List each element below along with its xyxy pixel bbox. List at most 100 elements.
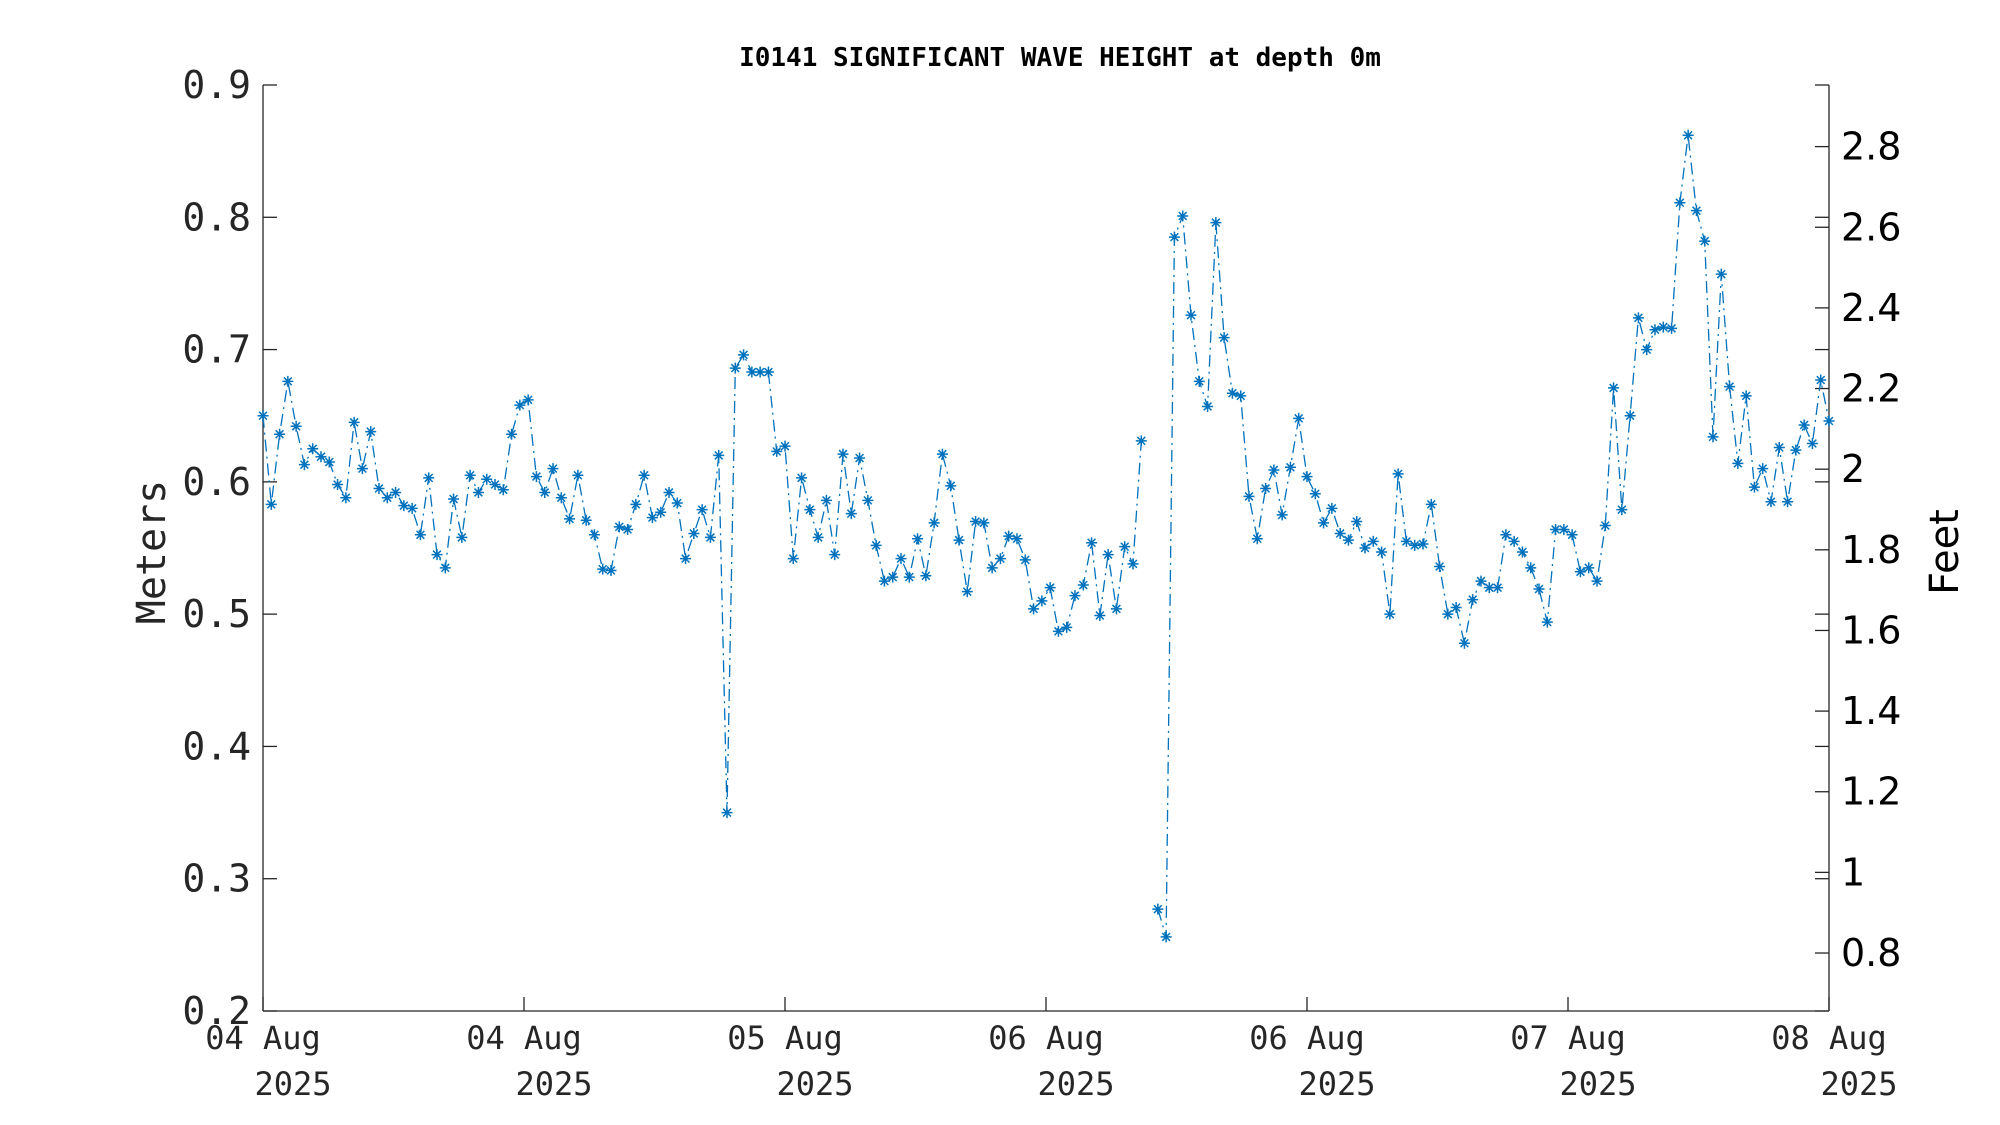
data-point	[605, 564, 617, 576]
data-point	[1500, 529, 1512, 541]
data-point	[307, 443, 319, 455]
data-point	[315, 451, 327, 463]
data-point	[1160, 931, 1172, 943]
data-point	[1583, 562, 1595, 574]
data-point	[1740, 390, 1752, 402]
right-tick-label: 2.4	[1841, 286, 1901, 330]
data-point	[1135, 435, 1147, 447]
data-point	[514, 399, 526, 411]
data-point	[970, 516, 982, 528]
data-point	[1632, 312, 1644, 324]
data-point	[506, 428, 518, 440]
data-point	[994, 553, 1006, 565]
data-point	[1044, 582, 1056, 594]
data-point	[1069, 590, 1081, 602]
data-point	[1798, 419, 1810, 431]
x-tick-label-year: 2025	[1559, 1065, 1636, 1103]
right-tick-label: 1.8	[1841, 528, 1901, 572]
data-point	[680, 553, 692, 565]
left-tick-label: 0.4	[182, 724, 251, 768]
x-tick-label-date: 05 Aug	[727, 1019, 843, 1057]
data-point	[713, 449, 725, 461]
right-tick-label: 1.2	[1841, 770, 1901, 814]
data-point	[928, 517, 940, 529]
x-tick-label-date: 06 Aug	[1249, 1019, 1365, 1057]
data-point	[796, 472, 808, 484]
data-point	[572, 469, 584, 481]
data-point	[481, 473, 493, 485]
data-point	[1483, 582, 1495, 594]
data-point	[564, 513, 576, 525]
data-point	[555, 492, 567, 504]
x-tick-label-date: 08 Aug	[1771, 1019, 1887, 1057]
chart-title: I0141 SIGNIFICANT WAVE HEIGHT at depth 0…	[739, 43, 1381, 73]
data-point	[1782, 496, 1794, 508]
data-point	[580, 514, 592, 526]
data-point	[1666, 322, 1678, 334]
data-point	[1384, 608, 1396, 620]
data-point	[1400, 535, 1412, 547]
data-point	[1467, 594, 1479, 606]
data-point	[1434, 561, 1446, 573]
data-point	[439, 562, 451, 574]
data-point	[1806, 437, 1818, 449]
data-point	[945, 480, 957, 492]
data-point	[1168, 231, 1180, 243]
data-point	[530, 471, 542, 483]
left-tick-label: 0.9	[182, 63, 251, 107]
data-point	[323, 456, 335, 468]
data-point	[1823, 415, 1835, 427]
right-tick-label: 0.8	[1841, 931, 1901, 975]
data-point	[290, 420, 302, 432]
data-point	[1342, 534, 1354, 546]
data-point	[845, 508, 857, 520]
data-point	[1442, 608, 1454, 620]
data-point	[1077, 579, 1089, 591]
data-point	[986, 562, 998, 574]
data-point	[1566, 529, 1578, 541]
data-point	[671, 497, 683, 509]
data-point	[423, 472, 435, 484]
right-tick-label: 2.2	[1841, 367, 1901, 411]
data-point	[1367, 535, 1379, 547]
data-point	[497, 484, 509, 496]
data-point	[414, 529, 426, 541]
data-point	[1616, 504, 1628, 516]
data-point	[539, 486, 551, 498]
data-point	[622, 523, 634, 535]
left-tick-label: 0.7	[182, 328, 251, 372]
data-point	[1110, 603, 1122, 615]
data-point	[1251, 533, 1263, 545]
data-point	[1492, 582, 1504, 594]
data-point	[787, 553, 799, 565]
data-point	[1657, 321, 1669, 333]
x-tick-label-year: 2025	[254, 1065, 331, 1103]
data-point	[837, 448, 849, 460]
data-point	[1450, 602, 1462, 614]
data-point	[1699, 235, 1711, 247]
data-point	[1392, 468, 1404, 480]
data-point	[1591, 575, 1603, 587]
x-tick-label-date: 07 Aug	[1510, 1019, 1626, 1057]
data-point	[282, 375, 294, 387]
data-point	[588, 529, 600, 541]
data-point	[729, 362, 741, 374]
data-point	[655, 506, 667, 518]
data-point	[688, 527, 700, 539]
data-point	[812, 531, 824, 543]
data-point	[1757, 463, 1769, 475]
x-tick-label-date: 04 Aug	[466, 1019, 582, 1057]
data-point	[1284, 461, 1296, 473]
data-point	[1061, 621, 1073, 633]
data-point	[978, 517, 990, 529]
data-point	[265, 498, 277, 510]
left-tick-label: 0.5	[182, 592, 251, 636]
data-point	[1003, 530, 1015, 542]
data-point	[829, 549, 841, 561]
data-point	[1425, 498, 1437, 510]
data-point	[472, 486, 484, 498]
data-point	[1533, 583, 1545, 595]
data-point	[1574, 566, 1586, 578]
data-point	[1326, 502, 1338, 514]
data-point	[456, 531, 468, 543]
